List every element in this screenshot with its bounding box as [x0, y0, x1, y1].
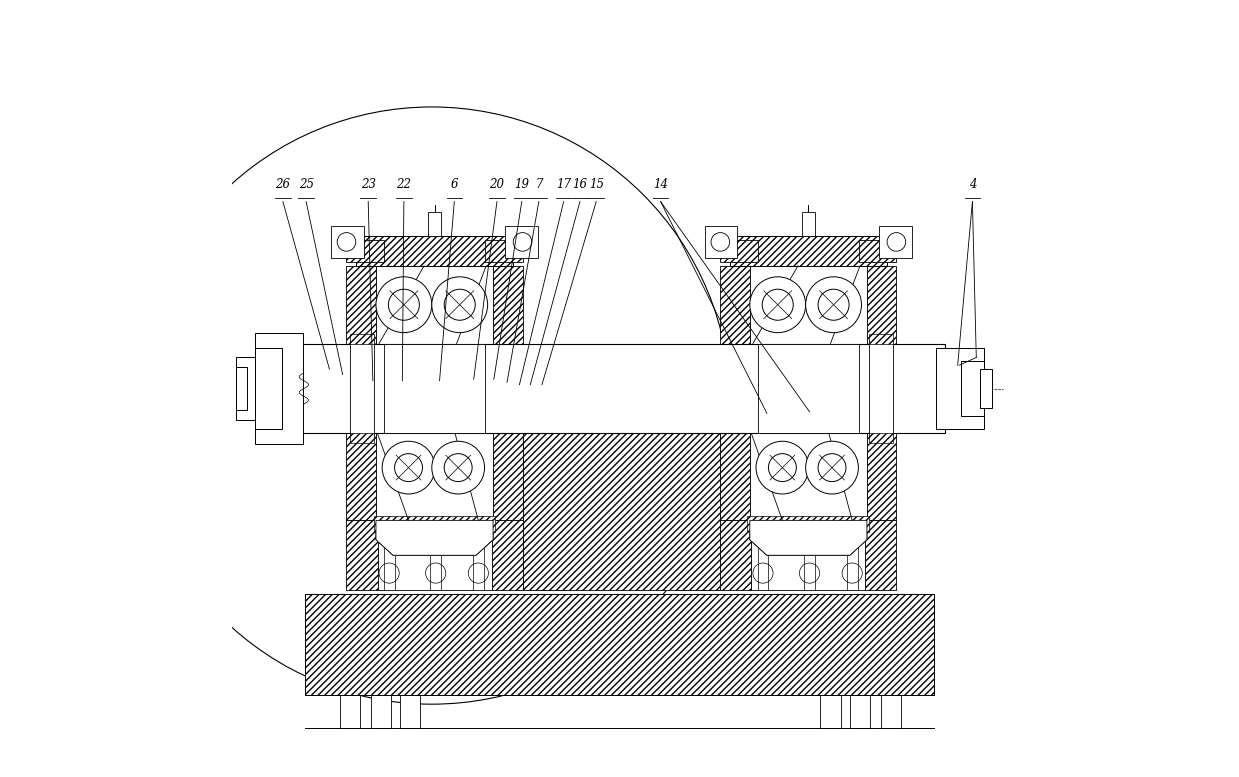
Bar	[850, 695, 870, 728]
Bar	[859, 239, 896, 262]
Text: 15: 15	[589, 178, 603, 190]
Bar	[351, 434, 374, 443]
Text: 16: 16	[572, 178, 587, 190]
Bar	[867, 388, 896, 521]
Text: 25: 25	[299, 178, 313, 190]
Text: 7: 7	[535, 178, 543, 190]
Circle shape	[805, 441, 859, 494]
Bar	[429, 212, 441, 235]
Bar	[935, 348, 984, 429]
Bar	[370, 695, 390, 728]
Bar	[235, 367, 248, 410]
Circle shape	[432, 277, 488, 333]
Bar	[750, 266, 867, 343]
Text: 20: 20	[489, 178, 504, 190]
Bar	[347, 239, 384, 262]
Bar	[867, 266, 896, 343]
Bar	[865, 521, 896, 591]
Bar	[750, 388, 867, 521]
Bar	[720, 521, 751, 591]
Bar	[720, 266, 750, 343]
Bar	[720, 239, 757, 262]
Bar	[730, 235, 887, 266]
Bar	[705, 225, 737, 258]
Bar	[255, 333, 304, 444]
Bar	[347, 521, 378, 591]
Text: 26: 26	[275, 178, 290, 190]
Bar	[400, 695, 420, 728]
Bar	[523, 434, 569, 591]
Bar	[881, 695, 901, 728]
Bar	[430, 528, 441, 591]
Bar	[757, 343, 859, 434]
Bar	[804, 528, 815, 591]
Text: 14: 14	[653, 178, 668, 190]
Circle shape	[382, 441, 435, 494]
Bar	[339, 695, 359, 728]
Bar	[331, 225, 363, 258]
Bar	[384, 343, 486, 434]
Circle shape	[375, 277, 432, 333]
Bar	[378, 521, 492, 591]
Bar	[486, 239, 523, 262]
Bar	[674, 434, 720, 591]
Circle shape	[805, 277, 861, 333]
Bar	[374, 517, 496, 532]
Bar	[347, 388, 375, 521]
Circle shape	[432, 441, 484, 494]
Bar	[255, 348, 282, 429]
Bar	[235, 357, 255, 420]
Bar	[351, 340, 374, 437]
Bar	[305, 594, 934, 695]
Bar	[960, 361, 984, 416]
Bar	[720, 388, 750, 521]
Text: 6: 6	[451, 178, 458, 190]
Bar	[492, 521, 523, 591]
Bar	[870, 340, 892, 437]
Circle shape	[750, 277, 805, 333]
Bar	[870, 434, 892, 443]
Polygon shape	[750, 521, 867, 556]
Bar	[757, 528, 768, 591]
Circle shape	[756, 441, 809, 494]
Bar	[375, 266, 493, 343]
Text: 17: 17	[556, 178, 571, 190]
Bar	[375, 388, 493, 521]
Polygon shape	[750, 521, 867, 556]
Text: 22: 22	[396, 178, 411, 190]
Bar	[870, 334, 892, 343]
Bar	[347, 266, 375, 343]
Bar	[493, 266, 523, 343]
Text: 4: 4	[969, 178, 976, 190]
Polygon shape	[375, 521, 493, 556]
Bar	[294, 343, 945, 434]
Circle shape	[513, 232, 532, 251]
Circle shape	[711, 232, 730, 251]
Bar	[493, 388, 523, 521]
Bar	[384, 528, 394, 591]
Bar	[751, 521, 865, 591]
Bar	[747, 517, 870, 532]
Polygon shape	[375, 521, 493, 556]
Bar	[523, 434, 720, 591]
Circle shape	[337, 232, 356, 251]
Bar	[506, 225, 538, 258]
Bar	[880, 225, 912, 258]
Bar	[846, 528, 857, 591]
Circle shape	[887, 232, 906, 251]
Bar	[351, 334, 374, 343]
Bar	[802, 212, 814, 235]
Text: 19: 19	[514, 178, 529, 190]
Bar	[980, 369, 991, 408]
Bar	[356, 235, 513, 266]
Bar	[473, 528, 483, 591]
Bar	[820, 695, 840, 728]
Text: 23: 23	[361, 178, 375, 190]
